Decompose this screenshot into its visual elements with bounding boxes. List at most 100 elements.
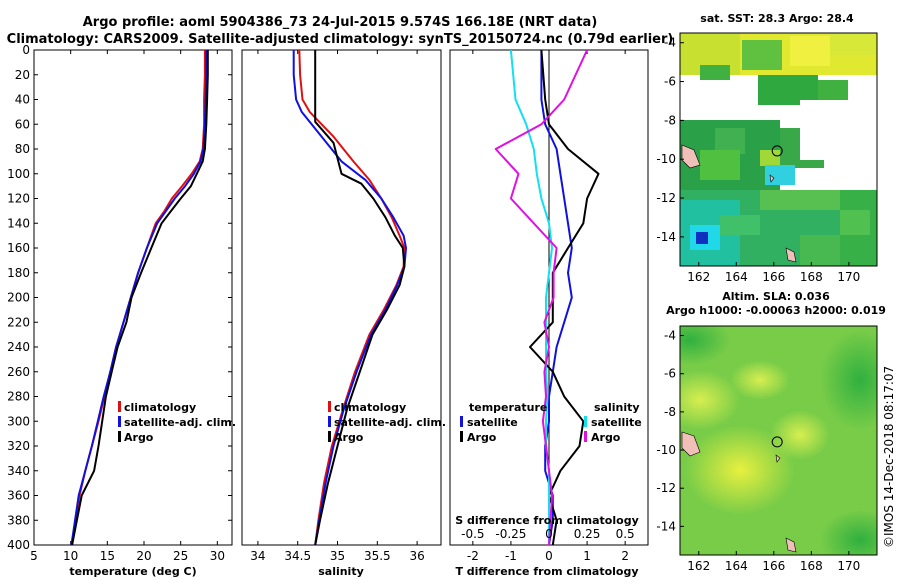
depth-tick-label: 140 (7, 216, 30, 230)
x-tick-label: 0 (545, 549, 553, 563)
sst-map-panel: sat. SST: 28.3 Argo: 28.4 (656, 12, 878, 284)
series-line-climatology (298, 50, 406, 545)
s-diff-tick-label: 0.5 (616, 527, 635, 541)
map-x-tick-label: 162 (687, 559, 710, 573)
map-x-tick-label: 170 (837, 559, 860, 573)
legend-t-satellite-label: satellite (467, 416, 518, 429)
series-line-satellite-adj-clim- (292, 50, 407, 545)
map-y-tick-label: -14 (656, 230, 676, 244)
depth-tick-label: 180 (7, 266, 30, 280)
salinity-frame (241, 49, 442, 546)
map-y-tick-label: -10 (656, 152, 676, 166)
map-x-tick-label: 168 (800, 270, 823, 284)
depth-tick-label: 200 (7, 291, 30, 305)
legend-s-argo-label: Argo (591, 431, 621, 444)
map-y-tick-label: -8 (664, 405, 676, 419)
map-x-tick-label: 166 (762, 270, 785, 284)
x-tick-label: 2 (621, 549, 629, 563)
legend-temperature-title: temperature (469, 401, 547, 414)
salinity-xlabel: salinity (318, 565, 364, 578)
temperature-panel: 0204060801001201401601802002202402602803… (7, 43, 648, 578)
map-x-tick-label: 166 (762, 559, 785, 573)
s-difference-title: S difference from climatology (455, 514, 639, 527)
s-diff-tick-label: -0.5 (461, 527, 484, 541)
difference-xlabel: T difference from climatology (455, 565, 638, 578)
legend-swatch-satellite (328, 416, 331, 427)
temperature-xlabel: temperature (deg C) (69, 565, 196, 578)
x-tick-label: 5 (30, 549, 38, 563)
difference-panel: -2 -1 0 1 2 temperature satellite Argo salin… (449, 49, 649, 578)
depth-tick-label: 0 (22, 43, 30, 57)
x-tick-label: 15 (100, 549, 115, 563)
depth-tick-label: 320 (7, 439, 30, 453)
map-y-tick-label: -8 (664, 113, 676, 127)
legend-argo-label: Argo (334, 431, 364, 444)
legend-s-satellite-label: satellite (591, 416, 642, 429)
difference-legend-salinity: salinity satellite Argo (584, 401, 642, 444)
series-line-argo (71, 50, 209, 545)
map-x-tick-label: 164 (725, 559, 748, 573)
depth-tick-label: 280 (7, 390, 30, 404)
depth-tick-label: 360 (7, 489, 30, 503)
x-tick-label: -1 (505, 549, 517, 563)
x-tick-label: 35.5 (364, 549, 391, 563)
map-y-tick-label: -14 (656, 519, 676, 533)
map-x-tick-label: 162 (687, 270, 710, 284)
temperature-lines (70, 50, 209, 545)
series-line-t-argo (529, 50, 600, 545)
legend-swatch-t-argo (460, 431, 463, 442)
depth-tick-label: 120 (7, 192, 30, 206)
series-line-argo (314, 50, 406, 545)
depth-tick-label: 260 (7, 365, 30, 379)
x-tick-label: 30 (210, 549, 225, 563)
depth-tick-label: 340 (7, 464, 30, 478)
map-x-tick-label: 168 (800, 559, 823, 573)
salinity-x-ticks: 34 34.5 35 35.5 36 (250, 50, 425, 563)
sst-map-frame (679, 32, 878, 267)
difference-x-ticks: -2 -1 0 1 2 (467, 50, 629, 563)
legend-swatch-climatology (118, 401, 121, 412)
legend-swatch-s-argo (584, 431, 587, 442)
difference-legend-temperature: temperature satellite Argo (460, 401, 547, 444)
legend-t-argo-label: Argo (467, 431, 497, 444)
sla-map-ticks: 162 164 166 168 170 -4 -6 -8 -10 -12 -14 (656, 329, 860, 573)
map-y-tick-label: -4 (664, 36, 676, 50)
x-tick-label: 25 (173, 549, 188, 563)
map-y-tick-label: -6 (664, 75, 676, 89)
s-diff-tick-label: 0 (545, 527, 553, 541)
depth-tick-label: 240 (7, 340, 30, 354)
map-y-tick-label: -10 (656, 443, 676, 457)
map-y-tick-label: -12 (656, 191, 676, 205)
salinity-lines (292, 50, 407, 545)
depth-tick-label: 80 (15, 142, 30, 156)
sst-map-title: sat. SST: 28.3 Argo: 28.4 (700, 12, 854, 25)
x-tick-label: 34 (250, 549, 265, 563)
s-diff-tick-label: -0.25 (495, 527, 526, 541)
depth-tick-label: 160 (7, 241, 30, 255)
legend-swatch-argo (118, 431, 121, 442)
legend-swatch-s-satellite (584, 416, 587, 427)
imos-timestamp: ©IMOS 14-Dec-2018 08:17:07 (882, 366, 896, 548)
title-line-2: Climatology: CARS2009. Satellite-adjuste… (7, 32, 674, 47)
depth-tick-label: 40 (15, 93, 30, 107)
map-y-tick-label: -6 (664, 367, 676, 381)
legend-swatch-satellite (118, 416, 121, 427)
s-difference-ticks: -0.5 -0.25 0 0.25 0.5 (461, 527, 635, 541)
argo-position-marker (771, 436, 783, 448)
x-tick-label: 10 (63, 549, 78, 563)
temperature-legend: climatology satellite-adj. clim. Argo (118, 401, 236, 444)
temperature-x-ticks: 5 10 15 20 25 30 (30, 50, 225, 563)
depth-tick-label: 20 (15, 68, 30, 82)
legend-swatch-climatology (328, 401, 331, 412)
sst-map-ticks: 162 164 166 168 170 -4 -6 -8 -10 -12 -14 (656, 36, 860, 284)
legend-climatology-label: climatology (334, 401, 406, 414)
x-tick-label: 36 (409, 549, 424, 563)
legend-satellite-label: satellite-adj. clim. (124, 416, 236, 429)
depth-tick-label: 300 (7, 414, 30, 428)
sla-map-frame (679, 325, 878, 556)
sla-map-panel: Altim. SLA: 0.036 Argo h1000: -0.00063 h… (656, 290, 886, 573)
sst-map-field (680, 33, 877, 266)
series-line-satellite-adj-clim- (70, 50, 208, 545)
argo-position-marker (771, 145, 783, 157)
